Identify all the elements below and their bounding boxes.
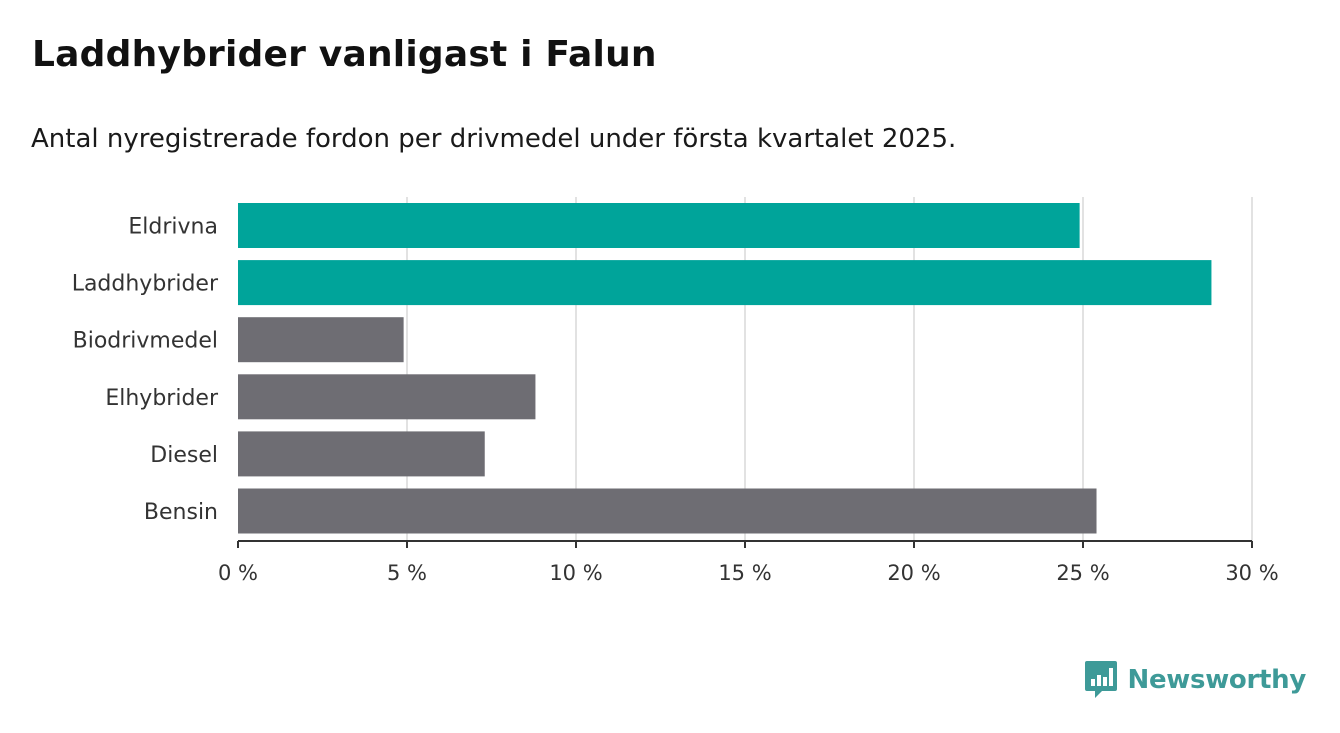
bar-diesel — [238, 431, 485, 477]
newsworthy-logo: Newsworthy — [1084, 660, 1306, 700]
x-tick-label-2: 10 % — [549, 561, 602, 585]
category-label-diesel: Diesel — [150, 443, 218, 468]
brand-name: Newsworthy — [1127, 665, 1307, 695]
chart-subtitle: Antal nyregistrerade fordon per drivmede… — [31, 124, 957, 154]
chart-title: Laddhybrider vanligast i Falun — [32, 34, 657, 75]
bar-laddhybrider — [238, 260, 1212, 306]
x-tick-label-4: 20 % — [887, 561, 940, 585]
x-tick-label-1: 5 % — [387, 561, 427, 585]
bar-bensin — [238, 488, 1097, 534]
bar-elhybrider — [238, 374, 536, 420]
category-label-laddhybrider: Laddhybrider — [72, 272, 219, 297]
newsworthy-chart-icon — [1084, 661, 1117, 698]
category-label-bensin: Bensin — [144, 500, 218, 525]
category-label-elhybrider: Elhybrider — [105, 386, 219, 411]
bar-eldrivna — [238, 203, 1080, 248]
x-axis: 0 % 5 % 10 % 15 % 20 % 25 % 30 % — [218, 540, 1279, 585]
x-tick-label-6: 30 % — [1225, 561, 1278, 585]
x-tick-label-3: 15 % — [718, 561, 771, 585]
category-label-eldrivna: Eldrivna — [128, 215, 218, 240]
category-label-biodrivmedel: Biodrivmedel — [73, 329, 218, 354]
x-tick-label-5: 25 % — [1056, 561, 1109, 585]
bars — [238, 203, 1212, 534]
x-tick-label-0: 0 % — [218, 561, 258, 585]
bar-biodrivmedel — [238, 317, 404, 363]
grid-lines — [406, 197, 1253, 541]
category-labels: Eldrivna Laddhybrider Biodrivmedel Elhybrid… — [72, 215, 219, 526]
